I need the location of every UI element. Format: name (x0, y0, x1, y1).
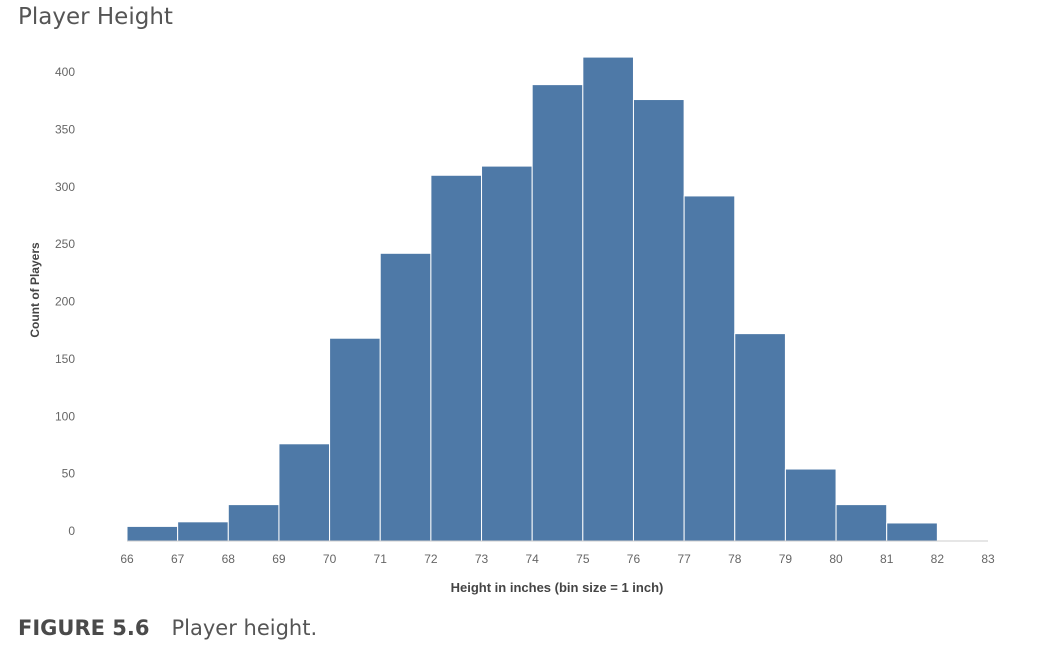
histogram-bar (379, 252, 432, 542)
y-tick-label: 50 (62, 467, 76, 481)
x-tick-label: 72 (424, 552, 438, 566)
histogram-bar (683, 195, 736, 542)
x-tick-label: 66 (120, 552, 134, 566)
histogram-bar (481, 165, 533, 542)
x-tick-label: 75 (576, 552, 590, 566)
histogram-bar (835, 504, 888, 542)
histogram-bar (227, 504, 280, 542)
histogram-bar (886, 522, 938, 542)
x-axis-label: Height in inches (bin size = 1 inch) (451, 580, 664, 595)
y-tick-label: 200 (55, 295, 75, 309)
x-tick-label: 76 (627, 552, 641, 566)
y-tick-label: 300 (55, 180, 75, 194)
x-tick-label: 68 (222, 552, 236, 566)
x-tick-label: 67 (171, 552, 185, 566)
histogram-bar (582, 56, 634, 542)
histogram-bars (126, 56, 938, 542)
y-axis-ticks: 0 50 100 150 200 250 300 350 400 (55, 65, 75, 538)
chart-title: Player Height (18, 4, 173, 30)
histogram-bar (329, 337, 381, 542)
histogram-bar (430, 174, 483, 542)
y-tick-label: 0 (68, 524, 75, 538)
x-tick-label: 82 (931, 552, 945, 566)
x-tick-label: 74 (525, 552, 539, 566)
x-axis-ticks: 66 67 68 69 70 71 72 73 74 75 76 77 78 79 80 81 82 83 (120, 552, 995, 566)
x-tick-label: 80 (829, 552, 843, 566)
figure-caption: FIGURE 5.6 Player height. (18, 616, 317, 640)
x-tick-label: 79 (779, 552, 793, 566)
y-tick-label: 250 (55, 237, 75, 251)
x-tick-label: 81 (880, 552, 894, 566)
histogram-bar (784, 468, 837, 542)
y-tick-label: 350 (55, 122, 75, 136)
x-tick-label: 83 (981, 552, 995, 566)
figure-label: FIGURE 5.6 (18, 616, 150, 640)
figure-caption-text: Player height. (171, 616, 318, 640)
x-tick-label: 73 (475, 552, 489, 566)
x-tick-label: 77 (677, 552, 691, 566)
histogram-bar (531, 84, 584, 542)
histogram-bar (278, 443, 331, 542)
y-tick-label: 150 (55, 352, 75, 366)
x-tick-label: 70 (323, 552, 337, 566)
x-tick-label: 71 (374, 552, 388, 566)
histogram-bar (734, 333, 786, 542)
histogram-bar (126, 525, 179, 542)
histogram-chart: 0 50 100 150 200 250 300 350 400 66 67 68 69 70 71 72 7… (28, 56, 995, 595)
y-tick-label: 400 (55, 65, 75, 79)
histogram-bar (177, 521, 229, 542)
x-tick-label: 69 (272, 552, 286, 566)
histogram-bar (632, 99, 685, 542)
y-tick-label: 100 (55, 409, 75, 423)
x-tick-label: 78 (728, 552, 742, 566)
y-axis-label: Count of Players (28, 242, 42, 338)
